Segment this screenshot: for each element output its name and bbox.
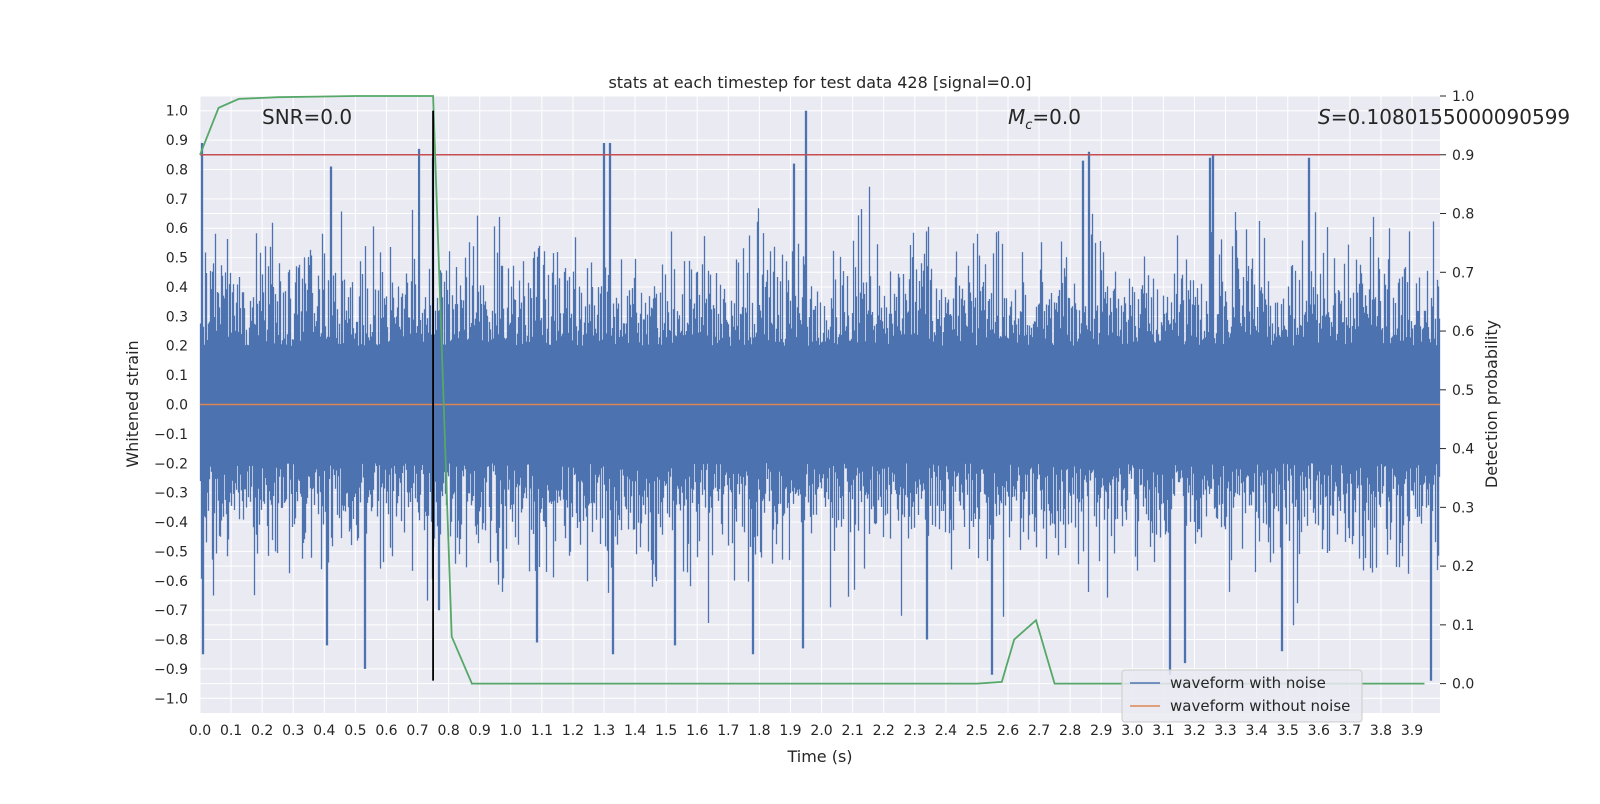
x-tick-label: 1.1 [531,723,553,739]
x-axis-label: Time (s) [786,747,852,766]
x-tick-label: 3.9 [1401,723,1423,739]
mc-value: =0.0 [1032,105,1081,129]
detection-probability-line [199,95,1425,685]
y2-tick-label: 0.4 [1452,442,1474,458]
snr-annotation: SNR=0.0 [262,105,352,129]
x-tick-label: 2.7 [1028,723,1050,739]
noise-series [199,110,1441,681]
y-tick-label: −0.1 [154,427,188,443]
x-tick-label: 2.8 [1059,723,1081,739]
y2-tick-label: 0.0 [1452,677,1474,693]
x-tick-label: 3.4 [1246,723,1268,739]
x-tick-labels: 0.0 0.1 0.2 0.3 0.4 0.5 0.6 0.7 0.8 0.9 1.0 1.1 1.2 1… [189,723,1423,739]
x-tick-label: 3.1 [1152,723,1174,739]
x-tick-label: 3.3 [1214,723,1236,739]
x-tick-label: 1.2 [562,723,584,739]
legend: waveform with noise waveform without noi… [1121,669,1363,723]
y2-tick-label: 0.8 [1452,207,1474,223]
x-tick-label: 2.3 [904,723,926,739]
x-tick-label: 0.8 [437,723,459,739]
x-tick-label: 1.9 [779,723,801,739]
x-tick-label: 3.0 [1121,723,1143,739]
y-tick-label: −0.2 [154,456,188,472]
overlay-lines [199,95,1440,685]
y-tick-label: −0.3 [154,486,188,502]
y2-axis-label: Detection probability [1482,320,1501,488]
y-tick-label: 0.3 [166,309,188,325]
y2-tick-label: 1.0 [1452,89,1474,105]
legend-label-noise: waveform with noise [1170,674,1326,692]
x-tick-label: 0.2 [251,723,273,739]
y-tick-label: 0.9 [166,133,188,149]
x-tick-label: 1.8 [748,723,770,739]
noise-waveform-line [199,110,1441,681]
y2-tick-label: 0.9 [1452,148,1474,164]
y-tick-label: −0.5 [154,544,188,560]
y2-tick-label: 0.3 [1452,500,1474,516]
y-tick-label: 0.7 [166,192,188,208]
x-tick-label: 2.9 [1090,723,1112,739]
x-tick-label: 3.5 [1277,723,1299,739]
y-tick-label: −0.6 [154,574,188,590]
y-tick-label: 0.4 [166,280,188,296]
x-tick-label: 0.9 [469,723,491,739]
x-tick-label: 1.5 [655,723,677,739]
y-tick-label: 0.2 [166,339,188,355]
y-tick-label: −0.7 [154,603,188,619]
x-tick-label: 3.7 [1339,723,1361,739]
y-tick-labels: 1.0 0.9 0.8 0.7 0.6 0.5 0.4 0.3 0.2 0.1 0.0 −0.1 −0.… [154,104,188,708]
statistic-annotation: S=0.1080155000090599 [1318,105,1570,129]
y-tick-label: −0.4 [154,515,188,531]
x-tick-label: 0.6 [375,723,397,739]
y-tick-label: −0.8 [154,633,188,649]
x-tick-label: 1.4 [624,723,646,739]
x-tick-label: 1.3 [593,723,615,739]
x-tick-label: 3.8 [1370,723,1392,739]
y-tick-label: 0.1 [166,368,188,384]
y2-tick-label: 0.6 [1452,324,1474,340]
x-tick-label: 0.0 [189,723,211,739]
y-tick-label: 1.0 [166,104,188,120]
y2-tick-label: 0.7 [1452,265,1474,281]
x-tick-label: 0.7 [406,723,428,739]
x-tick-label: 1.6 [686,723,708,739]
y-tick-label: 0.5 [166,251,188,267]
legend-label-clean: waveform without noise [1170,697,1350,715]
mc-subscript: c [1025,118,1032,133]
mc-symbol: M [1008,105,1025,129]
legend-box [1121,669,1363,723]
chart-title: stats at each timestep for test data 428… [608,73,1031,92]
x-tick-label: 0.3 [282,723,304,739]
s-value: =0.1080155000090599 [1331,105,1570,129]
x-tick-label: 3.6 [1308,723,1330,739]
x-tick-label: 2.2 [873,723,895,739]
y-axis-label: Whitened strain [123,340,142,467]
y-tick-label: −0.9 [154,662,188,678]
y-tick-label: −1.0 [154,691,188,707]
x-tick-label: 2.1 [841,723,863,739]
y-tick-label: 0.6 [166,221,188,237]
x-tick-label: 0.4 [313,723,335,739]
y2-tick-label: 0.5 [1452,383,1474,399]
y-tick-label: 0.0 [166,398,188,414]
s-symbol: S [1318,105,1331,129]
x-tick-label: 1.7 [717,723,739,739]
chirp-mass-annotation: Mc=0.0 [1008,105,1081,133]
y2-tick-label: 0.1 [1452,618,1474,634]
x-tick-label: 0.1 [220,723,242,739]
y-tick-label: 0.8 [166,162,188,178]
x-tick-label: 1.0 [500,723,522,739]
y2-tick-labels: 1.0 0.9 0.8 0.7 0.6 0.5 0.4 0.3 0.2 0.1 0.0 [1440,89,1474,693]
x-tick-label: 0.5 [344,723,366,739]
x-tick-label: 3.2 [1183,723,1205,739]
x-tick-label: 2.4 [935,723,957,739]
x-tick-label: 2.0 [810,723,832,739]
y2-tick-label: 0.2 [1452,559,1474,575]
x-tick-label: 2.6 [997,723,1019,739]
x-tick-label: 2.5 [966,723,988,739]
